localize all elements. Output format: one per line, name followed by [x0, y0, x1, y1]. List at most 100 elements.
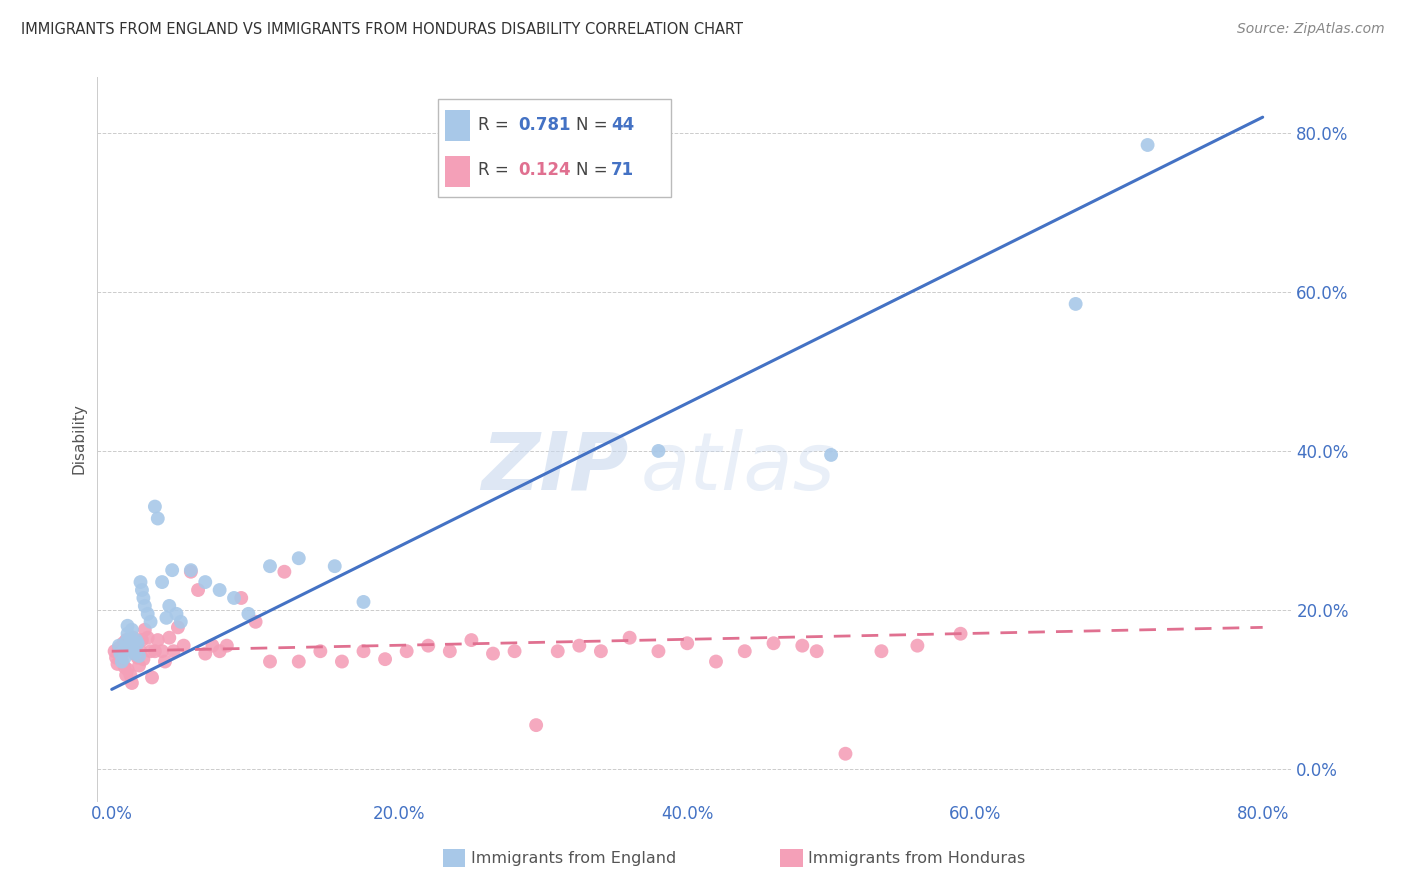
Point	[112, 644, 135, 658]
Point	[104, 644, 127, 658]
Point	[589, 644, 612, 658]
Point	[704, 655, 727, 669]
Point	[949, 626, 972, 640]
Point	[112, 636, 135, 650]
Point	[208, 582, 231, 597]
Point	[162, 644, 184, 658]
Point	[124, 647, 146, 661]
Point	[107, 657, 129, 671]
Point	[134, 623, 156, 637]
Point	[187, 582, 209, 597]
Point	[127, 636, 149, 650]
Point	[115, 668, 138, 682]
Point	[139, 615, 162, 629]
Point	[287, 551, 309, 566]
Point	[157, 599, 180, 613]
Point	[128, 658, 150, 673]
Point	[108, 639, 131, 653]
Point	[150, 644, 173, 658]
Point	[439, 644, 461, 658]
Point	[180, 563, 202, 577]
Point	[157, 631, 180, 645]
Text: ZIP: ZIP	[481, 429, 628, 507]
Point	[124, 647, 146, 661]
Point	[524, 718, 547, 732]
Point	[287, 655, 309, 669]
Point	[131, 633, 153, 648]
Point	[108, 640, 131, 655]
Point	[215, 639, 238, 653]
Point	[146, 633, 169, 648]
Point	[110, 647, 132, 661]
Point	[820, 448, 842, 462]
Point	[127, 650, 149, 665]
Point	[115, 634, 138, 648]
Point	[125, 639, 148, 653]
Point	[114, 650, 136, 665]
Text: atlas: atlas	[641, 429, 835, 507]
Point	[905, 639, 928, 653]
Point	[418, 639, 440, 653]
Point	[122, 642, 145, 657]
Point	[125, 633, 148, 648]
Point	[143, 500, 166, 514]
Point	[1136, 138, 1159, 153]
Point	[110, 647, 132, 661]
Point	[309, 644, 332, 658]
Point	[128, 648, 150, 663]
Point	[117, 619, 139, 633]
Point	[105, 650, 128, 665]
Point	[330, 655, 353, 669]
Text: Immigrants from England: Immigrants from England	[471, 851, 676, 865]
Point	[131, 582, 153, 597]
Point	[111, 652, 134, 666]
Text: Source: ZipAtlas.com: Source: ZipAtlas.com	[1237, 22, 1385, 37]
Point	[114, 660, 136, 674]
Point	[118, 639, 141, 653]
Point	[121, 676, 143, 690]
Point	[139, 644, 162, 658]
Point	[173, 639, 195, 653]
Point	[194, 647, 217, 661]
Point	[132, 591, 155, 605]
Point	[374, 652, 396, 666]
Point	[1064, 297, 1087, 311]
Text: IMMIGRANTS FROM ENGLAND VS IMMIGRANTS FROM HONDURAS DISABILITY CORRELATION CHART: IMMIGRANTS FROM ENGLAND VS IMMIGRANTS FR…	[21, 22, 744, 37]
Point	[143, 644, 166, 658]
Point	[132, 652, 155, 666]
Point	[118, 639, 141, 653]
Text: Immigrants from Honduras: Immigrants from Honduras	[808, 851, 1026, 865]
Point	[122, 631, 145, 645]
Point	[676, 636, 699, 650]
Point	[259, 655, 281, 669]
Point	[762, 636, 785, 650]
Point	[134, 599, 156, 613]
Point	[238, 607, 260, 621]
Point	[231, 591, 253, 605]
Point	[136, 607, 159, 621]
Point	[117, 626, 139, 640]
Y-axis label: Disability: Disability	[72, 403, 86, 475]
Point	[141, 670, 163, 684]
Point	[201, 639, 224, 653]
Point	[273, 565, 295, 579]
Point	[547, 644, 569, 658]
Point	[111, 655, 134, 669]
Point	[222, 591, 245, 605]
Point	[870, 644, 893, 658]
Point	[146, 511, 169, 525]
Point	[167, 620, 190, 634]
Point	[568, 639, 591, 653]
Point	[120, 668, 142, 682]
Point	[353, 595, 375, 609]
Point	[115, 642, 138, 657]
Point	[353, 644, 375, 658]
Point	[115, 633, 138, 648]
Point	[136, 631, 159, 645]
Point	[153, 655, 176, 669]
Point	[117, 663, 139, 677]
Point	[121, 623, 143, 637]
Point	[323, 559, 346, 574]
Point	[150, 575, 173, 590]
Point	[208, 644, 231, 658]
